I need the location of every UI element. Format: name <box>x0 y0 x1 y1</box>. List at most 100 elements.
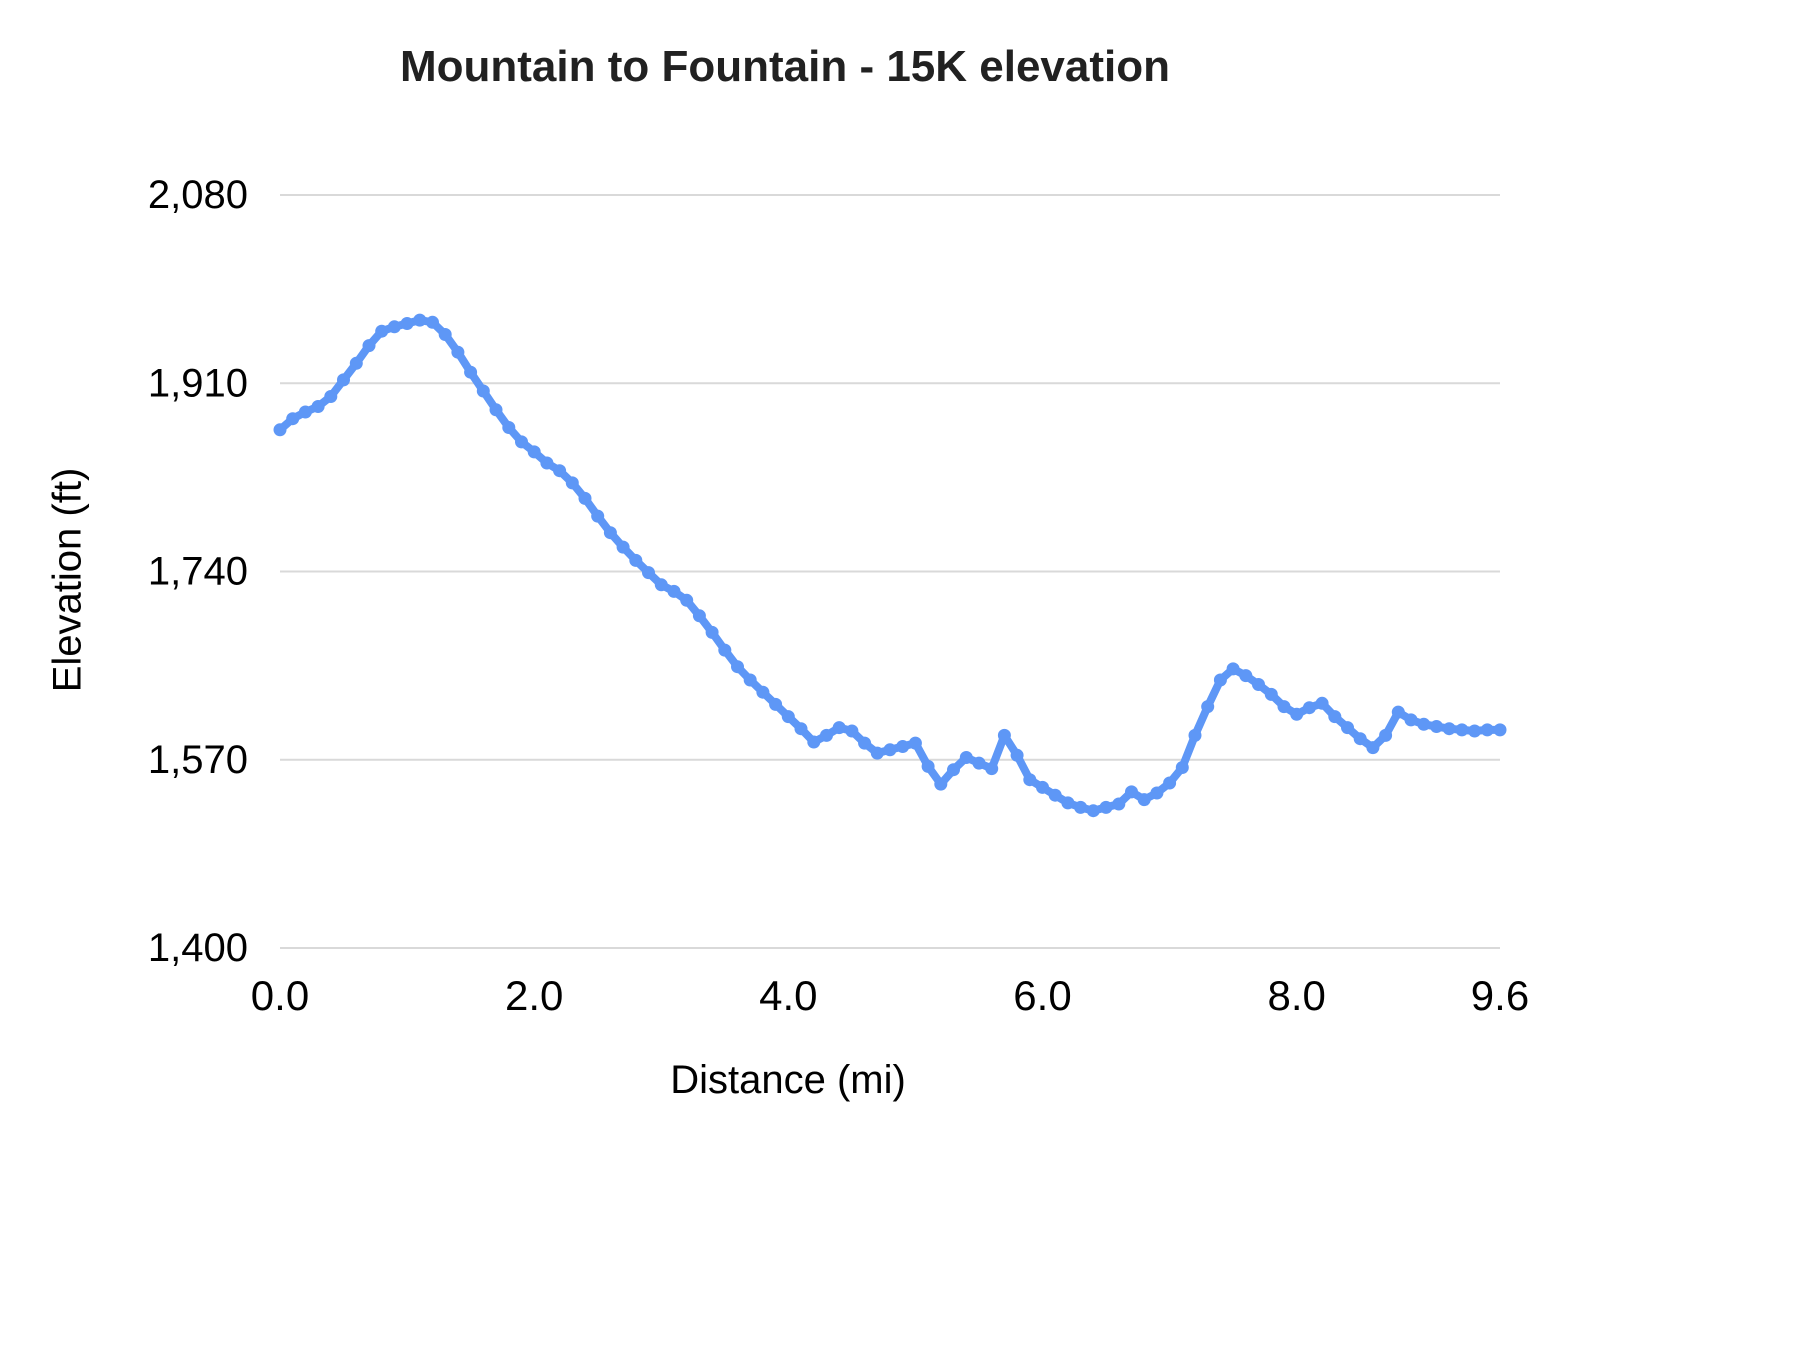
data-point <box>603 526 617 540</box>
data-point <box>820 728 833 742</box>
data-point <box>527 445 541 459</box>
data-point <box>578 491 592 505</box>
data-point <box>1137 793 1151 807</box>
x-tick-label: 8.0 <box>1267 972 1325 1019</box>
y-tick-label: 1,740 <box>148 550 248 594</box>
data-point <box>1048 788 1062 802</box>
data-point <box>387 320 401 334</box>
data-point <box>642 566 655 580</box>
data-point <box>654 578 668 592</box>
data-point <box>1086 804 1100 818</box>
data-point <box>692 609 706 623</box>
y-axis-title: Elevation (ft) <box>45 467 90 693</box>
data-point <box>845 724 859 738</box>
data-point <box>972 756 986 770</box>
data-point <box>1252 678 1265 691</box>
data-point <box>1213 673 1227 687</box>
data-point <box>896 740 910 753</box>
data-point <box>1315 696 1329 710</box>
data-point <box>985 762 999 776</box>
data-point <box>362 339 376 353</box>
data-point <box>413 313 427 327</box>
data-point <box>515 435 528 449</box>
data-point <box>337 373 350 387</box>
data-point <box>1353 732 1367 746</box>
data-point <box>553 464 567 478</box>
data-point <box>1468 724 1482 738</box>
data-point <box>426 315 439 329</box>
data-point <box>794 722 808 736</box>
data-point <box>947 763 960 777</box>
data-point <box>743 673 757 687</box>
x-tick-label: 9.6 <box>1471 972 1529 1019</box>
data-point <box>375 324 389 338</box>
data-point <box>1099 800 1113 814</box>
data-point <box>1010 748 1024 762</box>
data-point <box>286 412 300 426</box>
data-point <box>451 345 465 359</box>
data-point <box>1430 720 1443 733</box>
data-point <box>591 509 605 523</box>
x-tick-label: 4.0 <box>759 972 817 1019</box>
data-point <box>756 685 770 699</box>
data-point <box>1442 722 1456 736</box>
x-tick-label: 0.0 <box>251 972 309 1019</box>
data-point <box>273 423 287 437</box>
data-point <box>1417 717 1431 731</box>
y-tick-label: 1,400 <box>148 926 248 970</box>
data-point <box>883 743 897 757</box>
data-point <box>934 777 948 791</box>
data-point <box>1023 773 1037 787</box>
data-point <box>997 728 1011 742</box>
y-tick-label: 2,080 <box>148 173 248 217</box>
data-point <box>959 751 973 764</box>
data-point <box>1175 761 1189 774</box>
data-point <box>489 403 503 417</box>
data-point <box>1379 728 1393 742</box>
data-point <box>908 736 922 750</box>
data-point <box>1201 700 1215 714</box>
data-point <box>921 759 935 773</box>
data-point <box>1455 723 1469 737</box>
data-point <box>324 390 338 403</box>
data-point <box>718 643 732 657</box>
data-point <box>1188 728 1202 742</box>
data-point <box>1061 796 1075 810</box>
data-point <box>1277 700 1291 714</box>
data-point <box>464 365 478 379</box>
data-point <box>616 540 630 554</box>
data-point <box>1480 723 1494 737</box>
data-point <box>540 456 554 470</box>
data-point <box>1163 776 1177 790</box>
data-point <box>1239 669 1253 683</box>
data-point <box>1341 721 1354 735</box>
data-point <box>1112 797 1126 811</box>
data-point <box>858 736 872 750</box>
y-tick-label: 1,570 <box>148 738 248 782</box>
data-point <box>400 317 414 330</box>
data-point <box>502 421 516 434</box>
data-point <box>1036 780 1049 794</box>
data-point <box>1404 713 1418 727</box>
data-point <box>781 710 795 724</box>
elevation-line <box>276 316 1504 815</box>
data-point <box>1264 687 1278 701</box>
data-point <box>565 476 579 490</box>
data-point <box>1366 741 1380 755</box>
y-tick-label: 1,910 <box>148 361 248 405</box>
data-point <box>667 584 681 598</box>
data-point <box>832 721 846 735</box>
data-point <box>1493 723 1507 737</box>
data-point <box>298 405 312 419</box>
data-point <box>807 735 821 749</box>
data-point <box>769 697 783 711</box>
data-point <box>629 553 643 567</box>
data-point <box>1328 710 1342 724</box>
data-point <box>438 328 452 341</box>
data-point <box>870 746 884 760</box>
data-point <box>1302 701 1316 715</box>
x-axis-title: Distance (mi) <box>670 1058 906 1102</box>
data-point <box>476 384 490 398</box>
